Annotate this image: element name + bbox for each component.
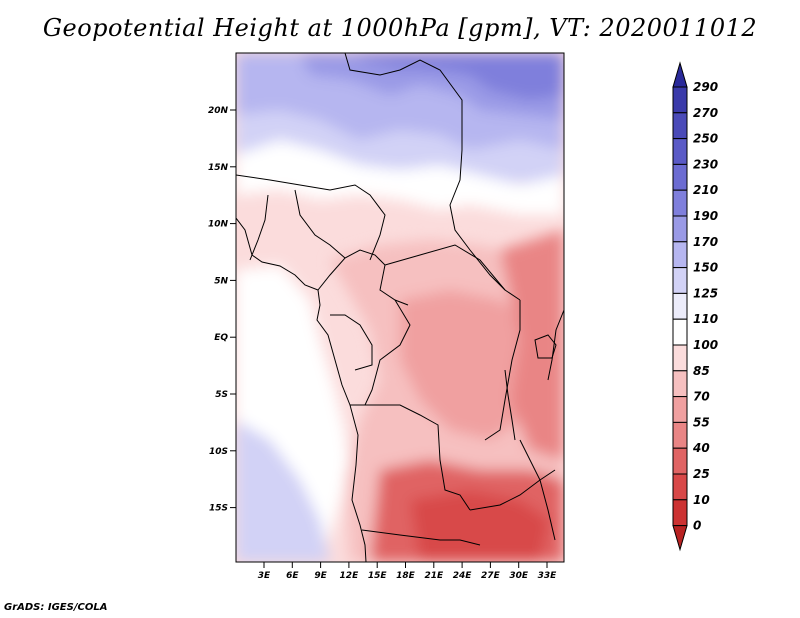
colorbar-swatch [672,86,688,114]
border-angola [352,404,471,511]
lon-tick-label: 27E [481,571,501,581]
colorbar-level-label: 270 [693,106,718,120]
border-cameroon [317,249,409,306]
border-nigeria [294,189,346,259]
colorbar-swatch [672,292,688,320]
lon-tick-label: 12E [340,571,360,581]
lake-tanganyika [504,369,516,441]
border-gabon [330,314,373,371]
colorbar-swatch [672,447,688,475]
border-west-africa-inner [249,194,269,261]
colorbar-level-label: 55 [693,415,710,429]
border-chad-sudan [449,149,506,291]
colorbar-level-label: 100 [693,338,718,352]
colorbar-level-label: 0 [693,519,701,533]
field-region-atlantic-blue [236,420,330,562]
lake-victoria [534,334,557,359]
colorbar-swatch [672,370,688,398]
lon-tick-label: 24E [453,571,473,581]
lon-tick-label: 21E [424,571,444,581]
colorbar-swatch [672,267,688,294]
border-zambia [469,469,556,511]
colorbar-bottom-triangle [672,525,688,552]
lat-tick-label: 5N [214,276,228,286]
lat-tick-label: 10S [209,447,228,457]
colorbar-swatch [672,473,688,501]
colorbar-level-label: 40 [692,441,710,455]
lat-tick-label: 15N [208,163,229,173]
colorbar-swatch [672,215,688,243]
coastline-west-africa [236,217,367,562]
colorbar-swatch [672,241,688,269]
lon-tick-label: 6E [286,571,299,581]
lon-tick-label: 15E [368,571,388,581]
colorbar-level-label: 290 [693,80,718,94]
lat-tick-label: 10N [208,220,229,230]
longitude-axis: 3E 6E 9E 12E 15E 18E 21E 24E 27E 30E 33E [258,562,557,581]
colorbar-swatch [672,189,688,217]
colorbar-swatch [672,421,688,449]
colorbar-top-triangle [672,61,688,88]
colorbar-swatch [672,138,688,165]
colorbar-swatch [672,318,688,346]
border-angola-south [361,529,481,546]
map-frame [235,52,565,563]
lon-tick-label: 9E [314,571,327,581]
colorbar-level-label: 190 [693,209,718,223]
colorbar-level-label: 230 [693,157,718,171]
border-car [384,244,521,301]
field-region-north-dark-blue [350,53,564,100]
colorbar-swatch [672,344,688,372]
field-region-east-africa [500,230,564,460]
border-mozambique [519,439,556,541]
border-libya-chad [344,53,463,150]
border-sahel [236,174,386,261]
colorbar-swatch [672,112,688,140]
colorbar-level-label: 125 [693,286,718,300]
coastline-east-africa [547,309,564,381]
lat-tick-label: EQ [214,333,228,343]
lat-tick-label: 15S [209,504,228,514]
map-title: Geopotential Height at 1000hPa [gpm], VT… [42,14,758,42]
colorbar-level-label: 170 [693,235,718,249]
colorbar-level-label: 85 [693,364,710,378]
field-region-zambia-core [410,490,550,562]
footer-credit: GrADS: IGES/COLA [4,602,108,613]
lat-tick-label: 20N [208,106,229,116]
lon-tick-label: 33E [538,571,558,581]
lon-tick-label: 18E [396,571,416,581]
latitude-axis: 20N 15N 10N 5N EQ 5S 10S 15S [208,106,236,514]
field-region-sahel-white [236,140,564,215]
lon-tick-label: 30E [509,571,529,581]
colorbar-level-label: 25 [693,467,710,481]
colorbar-level-label: 150 [693,261,718,275]
colorbar-swatch [672,396,688,423]
colorbar-level-label: 210 [693,183,718,197]
colorbar-level-label: 110 [693,312,718,326]
colorbar-level-label: 250 [693,132,718,146]
colorbar: 2902702502302101901701501251101008570554… [672,61,718,552]
lat-tick-label: 5S [215,390,228,400]
country-borders [236,53,564,562]
colorbar-swatch [672,163,688,191]
lon-tick-label: 3E [258,571,271,581]
colorbar-level-label: 10 [693,493,710,507]
map-panel [236,53,564,562]
colorbar-swatch [672,499,688,527]
border-drc-east [484,300,521,441]
colorbar-level-label: 70 [693,390,710,404]
